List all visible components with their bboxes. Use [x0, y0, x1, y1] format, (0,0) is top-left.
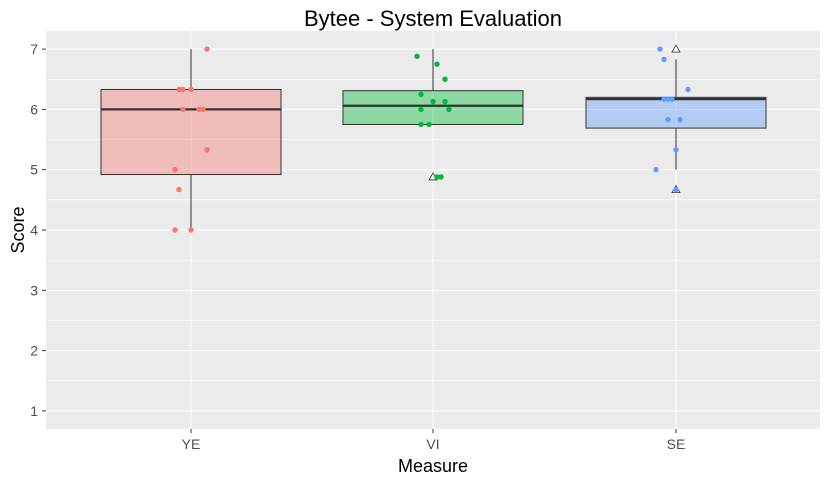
data-point — [418, 106, 424, 113]
data-point — [665, 96, 671, 102]
x-tick-label: YE — [182, 436, 201, 452]
data-point — [685, 86, 691, 93]
y-tick-label: 3 — [30, 282, 38, 298]
data-point — [446, 106, 452, 113]
chart-title: Bytee - System Evaluation — [304, 6, 562, 31]
data-point — [661, 56, 667, 63]
box — [585, 96, 767, 129]
data-point — [438, 174, 444, 180]
data-point — [673, 186, 679, 193]
data-point — [661, 96, 667, 102]
data-point — [414, 53, 420, 60]
data-point — [188, 86, 194, 93]
data-point — [665, 116, 671, 123]
data-point — [204, 46, 210, 52]
y-tick-label: 4 — [30, 222, 38, 238]
data-point — [188, 227, 194, 233]
data-point — [426, 121, 432, 128]
data-point — [418, 121, 424, 128]
x-axis-title: Measure — [398, 456, 468, 476]
data-point — [677, 116, 683, 123]
data-point — [669, 96, 675, 102]
data-point — [434, 174, 440, 180]
y-tick-label: 2 — [30, 343, 38, 359]
y-axis-title: Score — [8, 206, 28, 253]
x-tick-label: SE — [667, 436, 686, 452]
data-point — [653, 166, 659, 173]
tick-layer: 1 2 3 4 5 6 7 YE VI SE — [30, 41, 685, 452]
data-point — [434, 61, 440, 67]
y-tick-label: 6 — [30, 101, 38, 117]
data-point — [196, 106, 202, 113]
data-point — [442, 76, 448, 82]
y-tick-label: 1 — [30, 403, 38, 419]
data-point — [657, 46, 663, 52]
y-tick-label: 7 — [30, 41, 38, 57]
data-point — [180, 106, 186, 113]
box-layer — [100, 44, 767, 230]
data-point — [180, 86, 186, 93]
x-tick-label: VI — [426, 436, 439, 452]
data-point — [172, 227, 178, 233]
data-point — [430, 98, 436, 105]
data-point — [418, 91, 424, 98]
data-point — [673, 147, 679, 153]
data-point — [172, 166, 178, 173]
point-layer — [172, 46, 691, 233]
data-point — [442, 98, 448, 105]
data-point — [204, 147, 210, 153]
box — [342, 90, 524, 125]
y-tick-label: 5 — [30, 162, 38, 178]
data-point — [200, 106, 206, 113]
data-point — [176, 186, 182, 193]
data-point — [176, 86, 182, 93]
outlier-marker — [671, 44, 681, 53]
box — [100, 88, 282, 176]
